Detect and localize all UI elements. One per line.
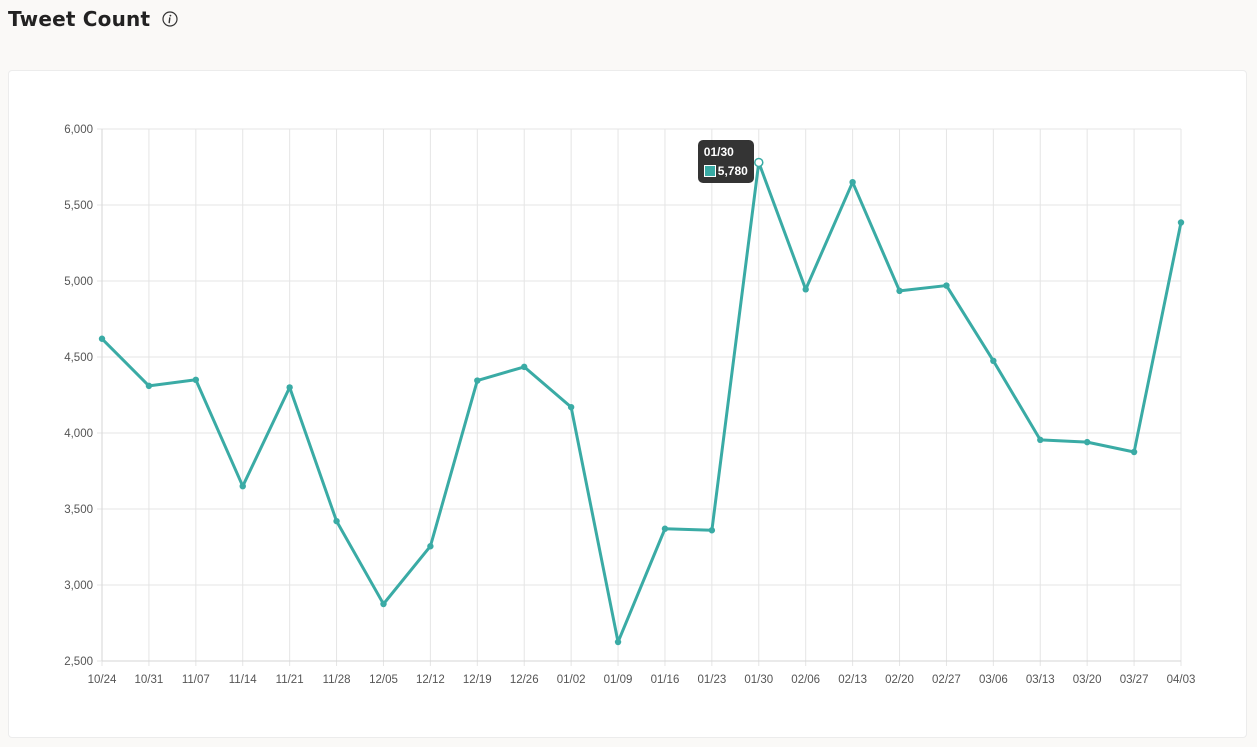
y-tick-label: 2,500 [64, 656, 93, 668]
data-point [333, 517, 340, 525]
data-point [286, 384, 293, 391]
data-point-hover [754, 157, 764, 168]
info-circle-icon[interactable] [162, 11, 178, 27]
data-point [1130, 448, 1138, 456]
x-tick-label: 04/03 [1167, 674, 1196, 686]
x-tick-label: 03/13 [1026, 674, 1055, 686]
x-tick-label: 11/07 [182, 674, 210, 686]
x-tick-label: 02/06 [791, 674, 820, 686]
data-point [661, 525, 669, 532]
y-tick-label: 5,500 [64, 200, 93, 212]
data-point [990, 357, 997, 364]
x-tick-label: 01/23 [697, 674, 726, 686]
data-point [1177, 219, 1185, 226]
data-point [239, 483, 246, 490]
x-tick-label: 11/28 [323, 674, 351, 686]
y-tick-label: 4,500 [64, 352, 93, 364]
series-line [100, 160, 1183, 644]
y-tick-label: 6,000 [64, 124, 93, 136]
x-tick-label: 12/12 [416, 674, 445, 686]
data-point [567, 403, 575, 411]
x-tick-label: 03/27 [1120, 674, 1149, 686]
data-point [614, 638, 622, 646]
x-tick-label: 03/06 [979, 674, 1008, 686]
data-point [427, 543, 434, 550]
chart-header: Tweet Count [8, 4, 178, 34]
x-tick-label: 02/20 [885, 674, 914, 686]
line-chart: 2,500 3,000 3,500 4,000 4,500 5,000 5,500 6,000… [64, 124, 1196, 686]
data-point [849, 179, 856, 186]
x-tick-label: 01/02 [557, 674, 586, 686]
x-tick-label: 12/05 [369, 674, 398, 686]
data-point [192, 376, 200, 383]
x-tick-label: 10/31 [135, 674, 164, 686]
x-tick-label: 01/09 [604, 674, 633, 686]
data-point [1083, 438, 1091, 446]
data-point [802, 286, 809, 293]
page-title: Tweet Count [8, 7, 151, 31]
data-point [145, 382, 153, 390]
data-point [98, 335, 106, 342]
data-point [474, 377, 481, 384]
x-tick-label: 02/13 [838, 674, 867, 686]
x-tick-label: 11/14 [229, 674, 258, 686]
x-tick-label: 12/26 [510, 674, 539, 686]
y-tick-label: 4,000 [64, 428, 93, 440]
x-tick-label: 01/30 [744, 674, 773, 686]
chart-card: 2,500 3,000 3,500 4,000 4,500 5,000 5,500 6,000… [8, 70, 1247, 738]
x-tick-label: 03/20 [1073, 674, 1102, 686]
y-tick-label: 3,000 [64, 580, 93, 592]
x-tick-label: 11/21 [276, 674, 304, 686]
data-point [708, 527, 716, 534]
x-tick-label: 10/24 [88, 674, 117, 686]
y-tick-label: 5,000 [64, 276, 93, 288]
x-tick-label: 01/16 [651, 674, 680, 686]
y-tick-label: 3,500 [64, 504, 93, 516]
data-point [521, 363, 528, 371]
data-point [943, 282, 950, 289]
data-point [380, 600, 387, 608]
data-point [1037, 436, 1044, 444]
x-tick-label: 12/19 [463, 674, 492, 686]
x-tick-label: 02/27 [932, 674, 961, 686]
data-point [896, 287, 903, 295]
